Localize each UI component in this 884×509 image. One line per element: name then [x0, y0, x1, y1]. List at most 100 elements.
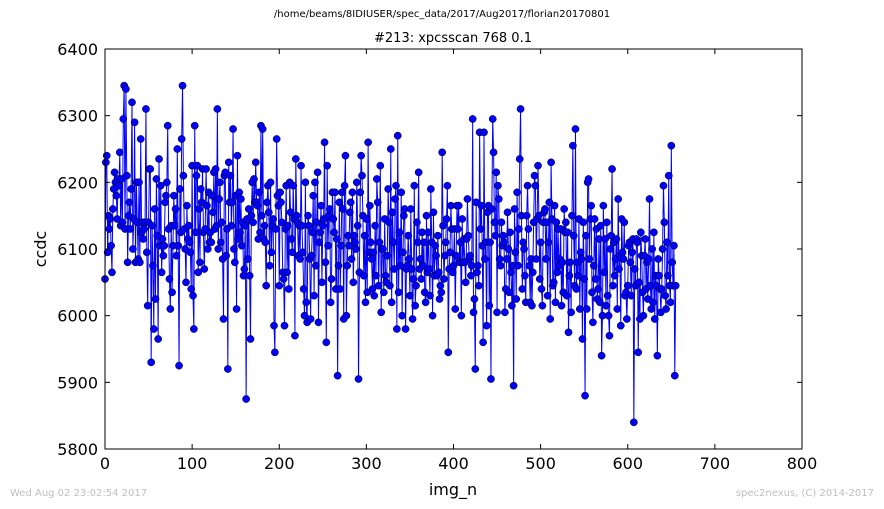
data-point [413, 218, 421, 227]
data-point [176, 185, 184, 193]
data-point [441, 238, 450, 247]
data-point [173, 145, 182, 153]
data-point [667, 141, 676, 150]
x-tick-label: 200 [264, 454, 295, 473]
x-axis: 0 100 200 300 400 500 600 700 800 [100, 49, 817, 473]
data-point [422, 211, 431, 220]
data-point [130, 118, 139, 127]
data-point [578, 335, 587, 343]
data-point [312, 218, 321, 227]
data-point [258, 125, 267, 133]
data-point [419, 261, 427, 270]
y-tick-label: 6100 [57, 240, 98, 259]
data-point [610, 271, 619, 280]
data-point [154, 335, 162, 343]
data-point [420, 238, 428, 247]
data-point [136, 258, 144, 267]
data-point [440, 275, 448, 283]
data-point [663, 271, 672, 280]
data-point [361, 298, 370, 307]
data-point [644, 255, 653, 263]
data-point [474, 261, 482, 270]
data-point [302, 298, 311, 307]
data-point [502, 255, 511, 263]
data-point [416, 255, 425, 263]
data-point [488, 115, 497, 123]
data-point [525, 261, 534, 270]
data-point [185, 238, 194, 247]
data-point [379, 288, 388, 297]
data-point [648, 245, 656, 253]
data-point [337, 241, 345, 250]
data-point [469, 308, 478, 317]
data-point [401, 325, 410, 333]
data-point [596, 298, 604, 307]
data-point [307, 251, 316, 260]
data-point [512, 295, 521, 303]
data-point [494, 195, 503, 203]
data-point [318, 278, 326, 287]
data-point [315, 238, 324, 247]
data-point [580, 275, 589, 283]
data-point [340, 181, 349, 190]
data-point [499, 231, 508, 240]
data-point [633, 238, 642, 247]
data-point [102, 151, 111, 160]
data-point [169, 191, 178, 200]
data-point [126, 225, 135, 233]
data-point [505, 288, 514, 297]
data-point [346, 198, 355, 207]
data-point [347, 255, 356, 263]
data-point [255, 188, 264, 197]
data-point [119, 115, 128, 123]
data-point [613, 305, 622, 313]
data-point [503, 208, 512, 217]
y-tick-label: 6300 [57, 107, 98, 126]
data-point [160, 241, 169, 250]
data-point [521, 271, 529, 280]
data-point [602, 218, 611, 227]
data-point [630, 265, 639, 273]
data-point [122, 171, 131, 180]
data-point [313, 168, 322, 177]
data-point [386, 281, 394, 290]
data-point [384, 185, 393, 193]
data-point [604, 311, 613, 320]
y-tick-label: 5900 [57, 373, 98, 392]
data-point [454, 225, 462, 233]
footer-credit: spec2nexus, (C) 2014-2017 [735, 488, 874, 499]
data-point [269, 215, 277, 223]
data-point [191, 228, 200, 237]
data-point [207, 238, 216, 247]
data-point [449, 261, 458, 270]
data-point [326, 298, 335, 307]
data-point [659, 181, 668, 190]
data-point [256, 228, 264, 237]
data-point [300, 311, 309, 320]
data-point [194, 268, 203, 277]
data-point [367, 255, 376, 263]
data-point [589, 318, 597, 327]
data-point [156, 181, 165, 190]
data-point [196, 185, 205, 193]
data-point [518, 285, 527, 293]
chart-title: #213: xpcsscan 768 0.1 [374, 31, 532, 46]
data-point [224, 365, 232, 373]
data-point [278, 218, 286, 227]
data-point [271, 225, 280, 233]
data-point [508, 301, 516, 310]
data-point [349, 278, 358, 287]
data-point [288, 248, 297, 257]
data-point [272, 135, 281, 143]
data-point [588, 288, 596, 297]
data-point [558, 258, 567, 267]
data-point [566, 258, 575, 267]
data-point [471, 365, 480, 373]
data-point [514, 225, 523, 233]
data-point [670, 241, 678, 250]
data-point [516, 105, 525, 113]
data-point [457, 311, 466, 320]
data-point [635, 278, 643, 287]
data-point [291, 155, 300, 163]
